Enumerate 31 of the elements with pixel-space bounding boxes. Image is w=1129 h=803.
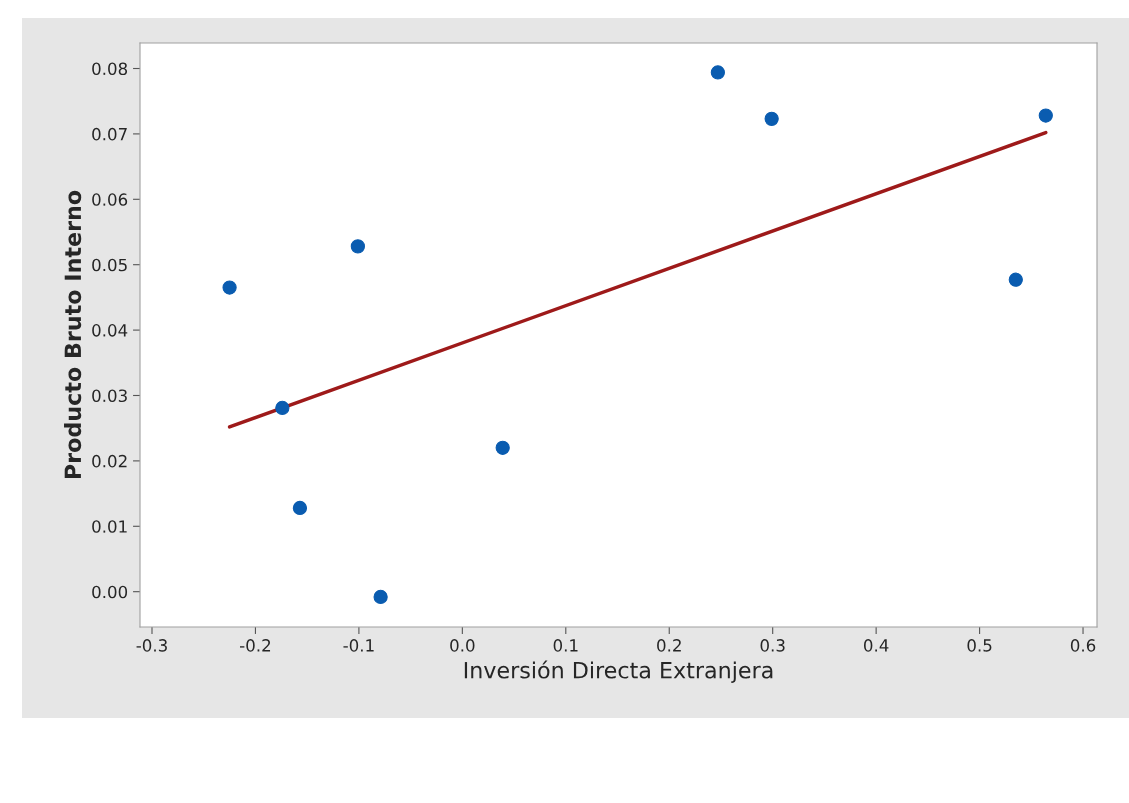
point bbox=[1038, 108, 1053, 123]
x-tick-label: 0.0 bbox=[450, 639, 475, 652]
point bbox=[292, 500, 308, 516]
point bbox=[764, 111, 779, 126]
x-tick-label: -0.2 bbox=[240, 639, 271, 652]
x-tick-label: 0.1 bbox=[553, 639, 578, 652]
point bbox=[495, 440, 510, 455]
point bbox=[710, 65, 725, 80]
x-tick-label: 0.2 bbox=[657, 639, 681, 652]
y-tick-label: 0.07 bbox=[92, 127, 127, 141]
point bbox=[275, 400, 290, 416]
x-tick-label: -0.1 bbox=[343, 639, 374, 652]
x-tick-label: 0.4 bbox=[863, 639, 889, 652]
x-tick-label: 0.3 bbox=[760, 639, 785, 652]
y-axis-title: Producto Bruto Interno bbox=[64, 190, 82, 479]
y-tick-label: 0.06 bbox=[92, 193, 128, 206]
point bbox=[373, 589, 388, 605]
y-tick-label: 0.08 bbox=[92, 62, 128, 76]
y-tick-label: 0.04 bbox=[92, 324, 128, 337]
y-tick-label: 0.01 bbox=[92, 520, 127, 533]
point bbox=[350, 239, 365, 254]
point bbox=[1008, 272, 1023, 287]
y-tick-label: 0.05 bbox=[92, 258, 127, 272]
x-tick-label: 0.5 bbox=[967, 639, 992, 652]
point bbox=[222, 280, 237, 295]
y-tick-label: 0.02 bbox=[92, 454, 127, 468]
y-tick-label: 0.03 bbox=[92, 389, 127, 403]
x-axis-title: Inversión Directa Extranjera bbox=[464, 660, 773, 683]
x-tick-label: -0.3 bbox=[136, 639, 167, 652]
x-tick-label: 0.6 bbox=[1070, 639, 1096, 652]
y-tick-label: 0.00 bbox=[92, 585, 128, 599]
